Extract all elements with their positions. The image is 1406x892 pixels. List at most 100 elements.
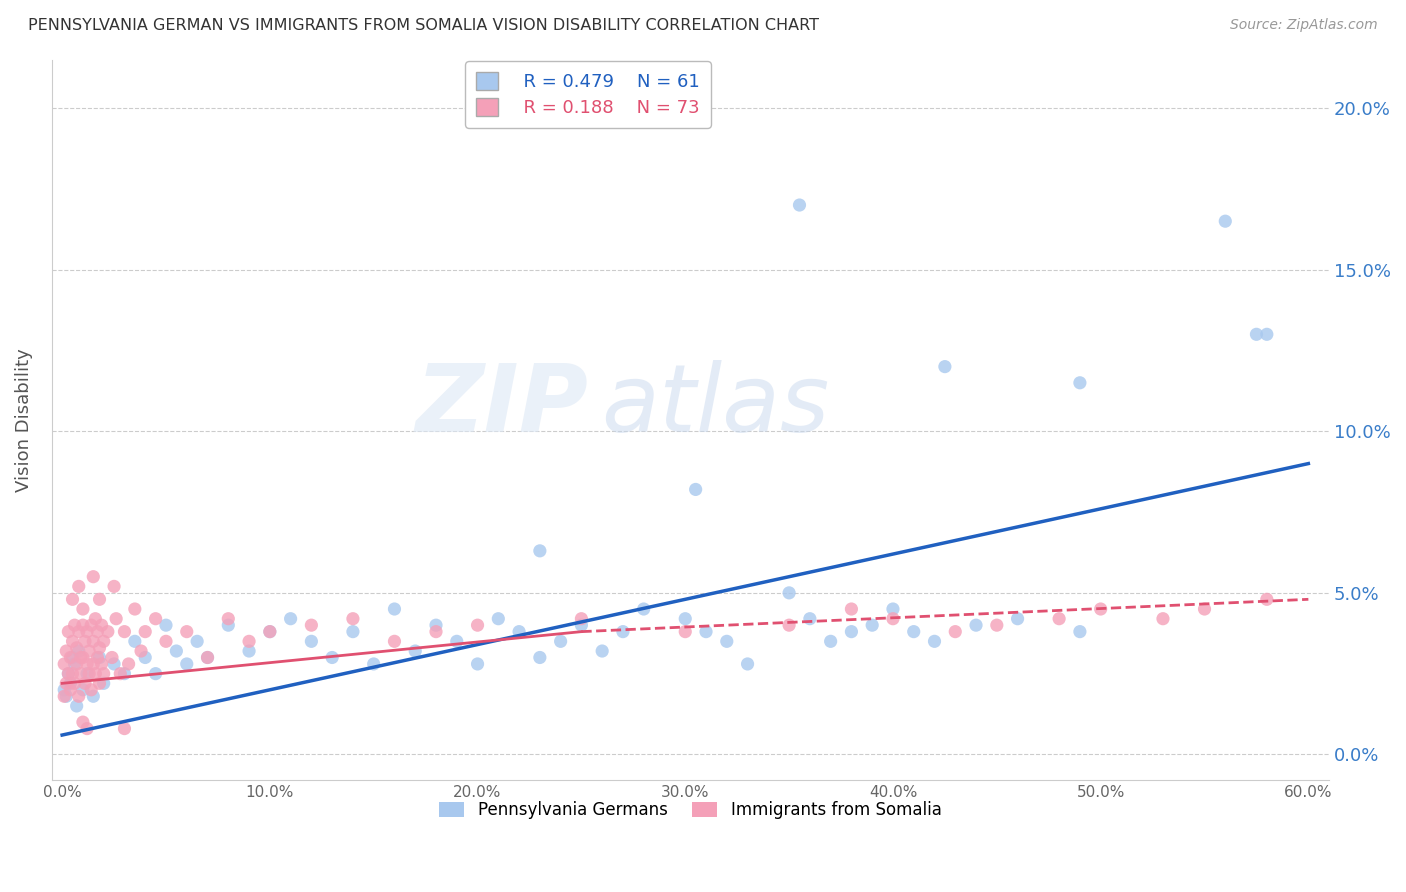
Point <box>280 612 302 626</box>
Point <box>89 650 111 665</box>
Point <box>134 650 156 665</box>
Point <box>737 657 759 671</box>
Point <box>55 644 77 658</box>
Point <box>425 624 447 639</box>
Point <box>86 624 108 639</box>
Point <box>550 634 572 648</box>
Point <box>467 657 489 671</box>
Text: ZIP: ZIP <box>415 359 588 451</box>
Point <box>486 612 509 626</box>
Point <box>716 634 738 648</box>
Point <box>633 602 655 616</box>
Point <box>342 612 364 626</box>
Point <box>238 634 260 648</box>
Point <box>124 634 146 648</box>
Point <box>114 624 136 639</box>
Point <box>820 634 842 648</box>
Point <box>77 644 100 658</box>
Legend: Pennsylvania Germans, Immigrants from Somalia: Pennsylvania Germans, Immigrants from So… <box>433 795 948 826</box>
Point <box>404 644 426 658</box>
Point <box>53 682 76 697</box>
Point <box>63 657 86 671</box>
Point <box>105 612 128 626</box>
Point <box>673 624 696 639</box>
Point <box>86 650 108 665</box>
Point <box>76 624 98 639</box>
Point <box>145 612 167 626</box>
Point <box>58 666 80 681</box>
Point <box>67 644 90 658</box>
Point <box>66 640 89 655</box>
Point <box>165 644 187 658</box>
Point <box>66 657 89 671</box>
Point <box>197 650 219 665</box>
Point <box>103 579 125 593</box>
Y-axis label: Vision Disability: Vision Disability <box>15 348 32 491</box>
Point <box>63 676 86 690</box>
Point <box>82 657 104 671</box>
Point <box>299 634 322 648</box>
Point <box>965 618 987 632</box>
Point <box>789 198 811 212</box>
Point <box>903 624 925 639</box>
Point <box>571 612 593 626</box>
Point <box>58 666 80 681</box>
Point <box>62 634 84 648</box>
Point <box>84 666 107 681</box>
Point <box>1256 592 1278 607</box>
Point <box>778 586 800 600</box>
Point <box>1090 602 1112 616</box>
Point <box>134 624 156 639</box>
Point <box>67 690 90 704</box>
Point <box>155 618 177 632</box>
Point <box>103 657 125 671</box>
Point <box>77 666 100 681</box>
Point <box>90 618 112 632</box>
Point <box>673 612 696 626</box>
Point <box>882 612 904 626</box>
Point <box>110 666 132 681</box>
Point <box>197 650 219 665</box>
Point <box>55 690 77 704</box>
Point <box>342 624 364 639</box>
Point <box>591 644 613 658</box>
Point <box>72 715 94 730</box>
Point <box>943 624 966 639</box>
Point <box>425 618 447 632</box>
Point <box>799 612 821 626</box>
Point <box>62 592 84 607</box>
Point <box>446 634 468 648</box>
Point <box>508 624 530 639</box>
Point <box>114 666 136 681</box>
Point <box>58 624 80 639</box>
Point <box>1194 602 1216 616</box>
Point <box>69 650 91 665</box>
Point <box>80 682 103 697</box>
Point <box>73 634 96 648</box>
Point <box>860 618 883 632</box>
Point <box>1246 327 1268 342</box>
Point <box>841 624 863 639</box>
Point <box>82 634 104 648</box>
Point <box>186 634 208 648</box>
Point <box>97 624 120 639</box>
Point <box>259 624 281 639</box>
Point <box>72 682 94 697</box>
Point <box>72 618 94 632</box>
Point <box>363 657 385 671</box>
Point <box>841 602 863 616</box>
Text: PENNSYLVANIA GERMAN VS IMMIGRANTS FROM SOMALIA VISION DISABILITY CORRELATION CHA: PENNSYLVANIA GERMAN VS IMMIGRANTS FROM S… <box>28 18 820 33</box>
Point <box>55 676 77 690</box>
Point <box>93 676 115 690</box>
Point <box>934 359 956 374</box>
Text: Source: ZipAtlas.com: Source: ZipAtlas.com <box>1230 18 1378 32</box>
Point <box>90 657 112 671</box>
Point <box>321 650 343 665</box>
Point <box>76 722 98 736</box>
Point <box>72 602 94 616</box>
Point <box>529 650 551 665</box>
Point <box>59 650 82 665</box>
Point <box>1047 612 1070 626</box>
Point <box>384 634 406 648</box>
Point <box>76 657 98 671</box>
